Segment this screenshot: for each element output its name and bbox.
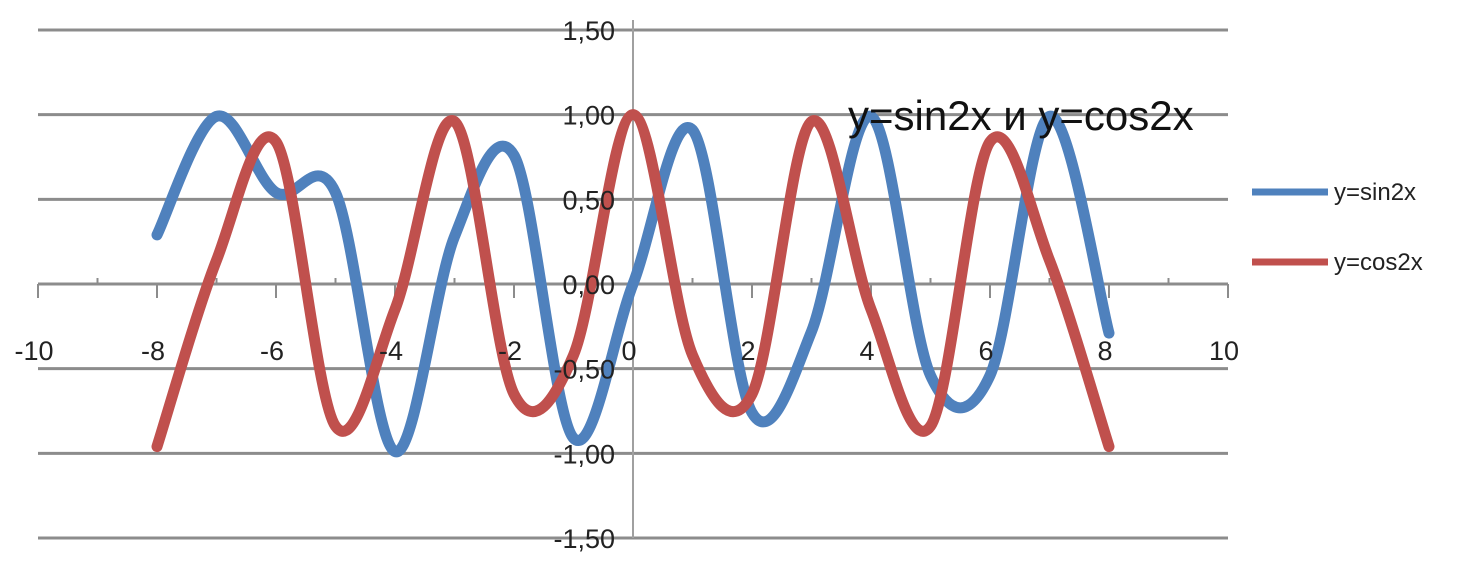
legend: y=sin2x y=cos2x bbox=[1252, 179, 1423, 276]
y-tick-label: 1,00 bbox=[562, 101, 615, 131]
x-tick-label: -8 bbox=[141, 336, 165, 366]
x-tick-label: 8 bbox=[1097, 336, 1112, 366]
x-tick-label: -6 bbox=[260, 336, 284, 366]
chart-title: y=sin2x и y=cos2x bbox=[848, 92, 1194, 139]
series-lines bbox=[151, 109, 1115, 458]
x-tick-label: -10 bbox=[14, 336, 53, 366]
x-tick-label: -4 bbox=[379, 336, 403, 366]
legend-label-1: y=sin2x bbox=[1334, 179, 1416, 206]
y-tick-label: 0,50 bbox=[562, 185, 615, 215]
x-tick-label: -2 bbox=[498, 336, 522, 366]
tick-labels: -10 -8 -6 -4 -2 0 2 4 6 8 10 1,50 1,00 0,50 0,00 -0,50 -… bbox=[14, 16, 1239, 554]
y-tick-label: 0,00 bbox=[562, 270, 615, 300]
y-tick-label: -1,00 bbox=[553, 439, 615, 469]
y-tick-label: 1,50 bbox=[562, 16, 615, 46]
series-line-1 bbox=[151, 110, 1115, 458]
x-tick-label: 10 bbox=[1209, 336, 1239, 366]
y-tick-label: -1,50 bbox=[553, 524, 615, 554]
x-tick-label: 6 bbox=[978, 336, 993, 366]
x-tick-label: 4 bbox=[859, 336, 874, 366]
x-tick-label: 0 bbox=[621, 336, 636, 366]
legend-label-2: y=cos2x bbox=[1334, 249, 1423, 276]
x-tick-label: 2 bbox=[740, 336, 755, 366]
series-line-2 bbox=[151, 109, 1115, 453]
y-tick-label: -0,50 bbox=[553, 355, 615, 385]
